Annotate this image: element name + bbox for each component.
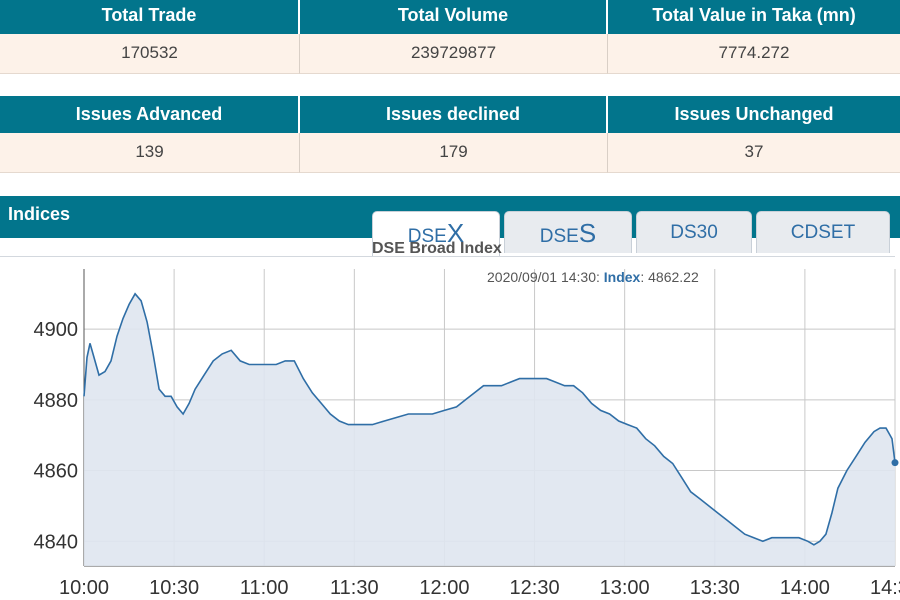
series-line bbox=[83, 292, 896, 546]
tab-dsex-suffix: X bbox=[446, 218, 465, 248]
x-tick-label: 13:00 bbox=[600, 577, 650, 599]
y-tick-label: 4860 bbox=[34, 461, 79, 483]
tooltip-label: Index bbox=[603, 269, 641, 285]
x-tick-label: 12:00 bbox=[419, 577, 469, 599]
issues-summary-header-row: Issues Advanced Issues declined Issues U… bbox=[0, 96, 900, 133]
total-volume-value: 239729877 bbox=[300, 34, 608, 74]
x-tick-label: 14:30 bbox=[870, 577, 900, 599]
tooltip-value: : 4862.22 bbox=[640, 269, 699, 285]
issues-summary-value-row: 139 179 37 bbox=[0, 133, 900, 173]
issues-unchanged-header: Issues Unchanged bbox=[608, 96, 900, 133]
issues-advanced-header: Issues Advanced bbox=[0, 96, 300, 133]
tab-dses-prefix: DSE bbox=[539, 226, 579, 247]
indices-title: Indices bbox=[8, 204, 71, 224]
issues-advanced-value: 139 bbox=[0, 133, 300, 173]
series-area bbox=[84, 293, 895, 566]
chart-frame-line bbox=[0, 256, 895, 259]
tab-dses[interactable]: DSES bbox=[504, 211, 632, 253]
total-value-header: Total Value in Taka (mn) bbox=[608, 0, 900, 34]
issues-summary-table: Issues Advanced Issues declined Issues U… bbox=[0, 96, 900, 173]
tab-ds30[interactable]: DS30 bbox=[636, 211, 752, 253]
x-tick-label: 10:00 bbox=[59, 577, 109, 599]
tab-cdset-label: CDSET bbox=[790, 222, 856, 243]
tab-ds30-label: DS30 bbox=[670, 222, 718, 243]
chart-title: DSE Broad Index bbox=[372, 240, 502, 257]
market-summary-header-row: Total Trade Total Volume Total Value in … bbox=[0, 0, 900, 34]
total-trade-header: Total Trade bbox=[0, 0, 300, 34]
y-tick-label: 4840 bbox=[34, 531, 79, 553]
market-summary-table: Total Trade Total Volume Total Value in … bbox=[0, 0, 900, 74]
y-tick-label: 4880 bbox=[34, 390, 79, 412]
market-summary-value-row: 170532 239729877 7774.272 bbox=[0, 34, 900, 74]
tab-dsex-prefix: DSE bbox=[407, 226, 447, 247]
x-tick-label: 12:30 bbox=[510, 577, 560, 599]
x-tick-label: 10:30 bbox=[149, 577, 199, 599]
tab-dses-suffix: S bbox=[578, 218, 597, 248]
total-trade-value: 170532 bbox=[0, 34, 300, 74]
total-value-value: 7774.272 bbox=[608, 34, 900, 74]
tooltip-timestamp: 2020/09/01 14:30: bbox=[487, 269, 600, 285]
issues-declined-header: Issues declined bbox=[300, 96, 608, 133]
chart-tooltip: 2020/09/01 14:30: Index: 4862.22 bbox=[487, 269, 699, 285]
x-tick-label: 11:30 bbox=[330, 577, 379, 599]
tab-cdset[interactable]: CDSET bbox=[756, 211, 890, 253]
issues-declined-value: 179 bbox=[300, 133, 608, 173]
total-volume-header: Total Volume bbox=[300, 0, 608, 34]
series-last-point bbox=[891, 459, 899, 467]
y-tick-label: 4900 bbox=[34, 319, 79, 341]
x-tick-label: 11:00 bbox=[240, 577, 289, 599]
tab-dsex[interactable]: DSEX bbox=[372, 211, 500, 257]
x-tick-label: 14:00 bbox=[780, 577, 830, 599]
x-tick-label: 13:30 bbox=[690, 577, 740, 599]
issues-unchanged-value: 37 bbox=[608, 133, 900, 173]
